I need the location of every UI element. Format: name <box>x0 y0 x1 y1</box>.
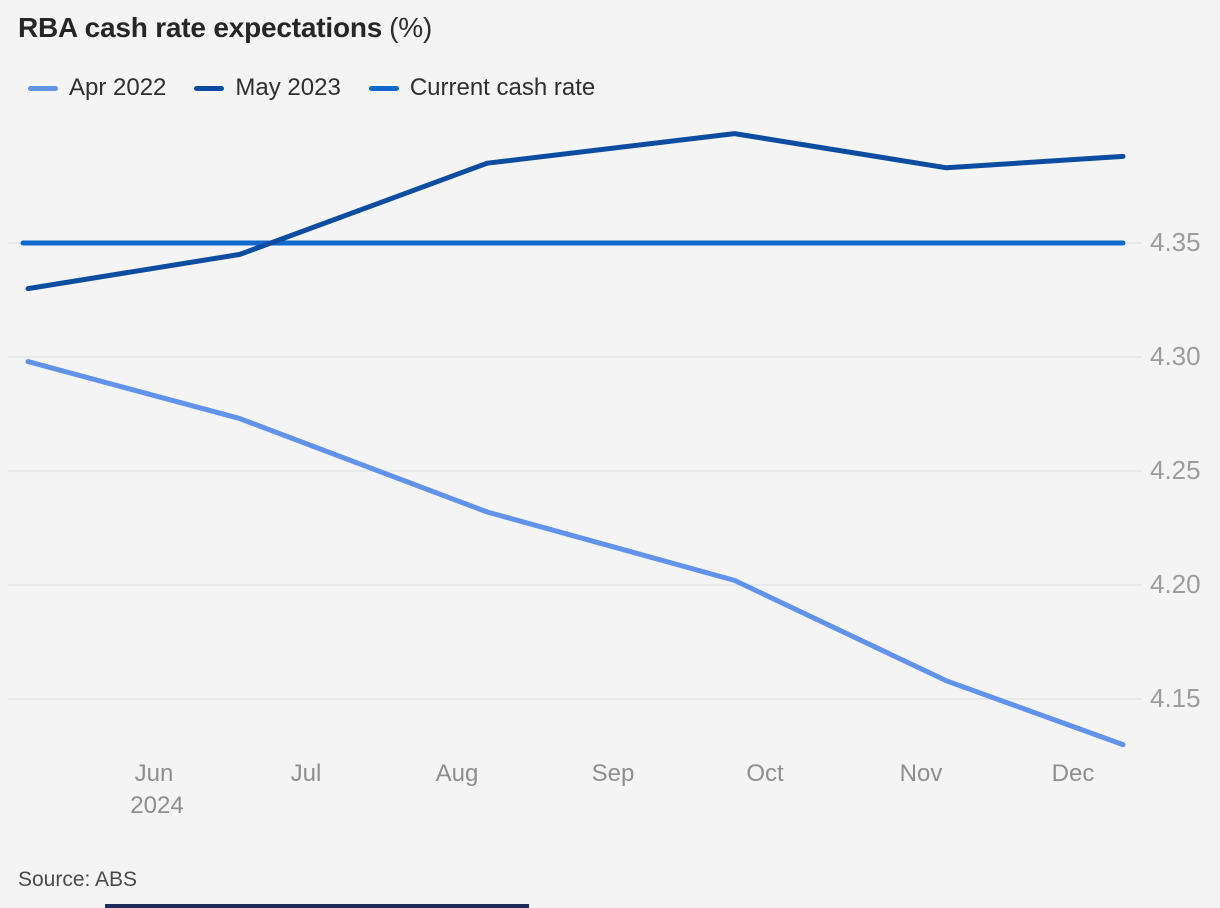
chart-legend: Apr 2022 May 2023 Current cash rate <box>28 74 595 102</box>
source-note: Source: ABS <box>18 868 138 891</box>
x-axis-label: Jul <box>290 760 322 787</box>
chart-title-unit: (%) <box>389 12 433 43</box>
legend-item-current-cash-rate: Current cash rate <box>368 74 596 102</box>
legend-swatch-icon <box>368 85 399 91</box>
legend-item-apr-2022: Apr 2022 <box>28 74 166 102</box>
y-axis-label: 4.35 <box>1150 227 1201 257</box>
x-axis-label: Nov <box>899 760 943 787</box>
series-line-may-2023 <box>25 131 1126 292</box>
x-axis-label: Sep <box>591 760 635 787</box>
x-axis-year-label: 2024 <box>130 792 184 819</box>
series-line-apr-2022 <box>25 359 1126 748</box>
chart-title-text: RBA cash rate expectations <box>18 12 383 43</box>
legend-swatch-icon <box>28 85 58 91</box>
legend-swatch-icon <box>194 85 225 91</box>
x-axis-label: Dec <box>1051 760 1095 787</box>
x-axis-label: Oct <box>746 760 784 787</box>
y-axis-label: 4.15 <box>1150 683 1201 713</box>
y-axis-label: 4.20 <box>1150 569 1201 599</box>
x-axis-label: Jun <box>134 760 174 787</box>
legend-label: Apr 2022 <box>69 74 167 101</box>
bottom-accent-bar <box>105 904 529 908</box>
chart-title: RBA cash rate expectations (%) <box>18 12 432 44</box>
y-axis-label: 4.30 <box>1150 341 1201 371</box>
legend-label: Current cash rate <box>409 74 596 101</box>
x-axis-label: Aug <box>435 760 479 787</box>
legend-label: May 2023 <box>235 74 341 101</box>
legend-item-may-2023: May 2023 <box>194 74 341 102</box>
y-axis-label: 4.25 <box>1150 455 1201 485</box>
